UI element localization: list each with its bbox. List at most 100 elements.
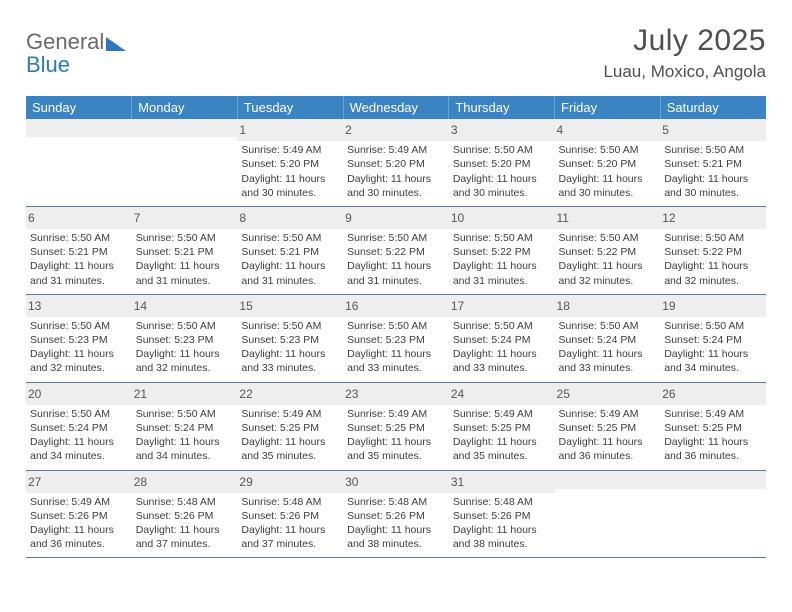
day-number: 10 — [449, 207, 555, 229]
cell-line: and 36 minutes. — [30, 537, 128, 551]
cell-lines: Sunrise: 5:49 AMSunset: 5:25 PMDaylight:… — [453, 407, 551, 464]
calendar-cell: 27Sunrise: 5:49 AMSunset: 5:26 PMDayligh… — [26, 470, 132, 558]
day-number: 12 — [660, 207, 766, 229]
cell-line: Sunrise: 5:50 AM — [30, 407, 128, 421]
day-number: 18 — [555, 295, 661, 317]
day-number: 31 — [449, 471, 555, 493]
cell-line: Sunset: 5:20 PM — [241, 157, 339, 171]
cell-line: Daylight: 11 hours — [559, 172, 657, 186]
cell-lines: Sunrise: 5:49 AMSunset: 5:20 PMDaylight:… — [347, 143, 445, 200]
cell-line: Sunrise: 5:50 AM — [453, 231, 551, 245]
cell-line: Sunset: 5:25 PM — [453, 421, 551, 435]
cell-line: Daylight: 11 hours — [30, 347, 128, 361]
cell-line: Sunrise: 5:49 AM — [664, 407, 762, 421]
day-number: 6 — [26, 207, 132, 229]
calendar-table: Sunday Monday Tuesday Wednesday Thursday… — [26, 96, 766, 558]
cell-lines: Sunrise: 5:50 AMSunset: 5:24 PMDaylight:… — [559, 319, 657, 376]
calendar-cell: 18Sunrise: 5:50 AMSunset: 5:24 PMDayligh… — [555, 294, 661, 382]
cell-line: Sunset: 5:24 PM — [136, 421, 234, 435]
calendar-week-row: 27Sunrise: 5:49 AMSunset: 5:26 PMDayligh… — [26, 470, 766, 558]
dayhead-tuesday: Tuesday — [237, 96, 343, 119]
dayhead-friday: Friday — [555, 96, 661, 119]
cell-line: Daylight: 11 hours — [453, 435, 551, 449]
day-number: 20 — [26, 383, 132, 405]
day-number: 2 — [343, 119, 449, 141]
cell-line: Sunrise: 5:50 AM — [241, 231, 339, 245]
cell-line: Daylight: 11 hours — [136, 259, 234, 273]
cell-line: Sunrise: 5:50 AM — [241, 319, 339, 333]
calendar-cell: 20Sunrise: 5:50 AMSunset: 5:24 PMDayligh… — [26, 382, 132, 470]
cell-line: and 32 minutes. — [664, 274, 762, 288]
calendar-cell: 22Sunrise: 5:49 AMSunset: 5:25 PMDayligh… — [237, 382, 343, 470]
calendar-cell: 25Sunrise: 5:49 AMSunset: 5:25 PMDayligh… — [555, 382, 661, 470]
cell-line: Sunrise: 5:50 AM — [453, 319, 551, 333]
cell-line: and 31 minutes. — [30, 274, 128, 288]
cell-lines: Sunrise: 5:49 AMSunset: 5:26 PMDaylight:… — [30, 495, 128, 552]
cell-line: Sunset: 5:23 PM — [347, 333, 445, 347]
calendar-cell: 15Sunrise: 5:50 AMSunset: 5:23 PMDayligh… — [237, 294, 343, 382]
day-number: 27 — [26, 471, 132, 493]
cell-line: Sunrise: 5:49 AM — [347, 407, 445, 421]
cell-line: Daylight: 11 hours — [241, 523, 339, 537]
cell-line: and 33 minutes. — [241, 361, 339, 375]
calendar-cell — [132, 119, 238, 206]
page-title: July 2025 — [603, 24, 766, 58]
cell-line: and 38 minutes. — [453, 537, 551, 551]
cell-line: Sunrise: 5:49 AM — [30, 495, 128, 509]
cell-line: Sunrise: 5:50 AM — [136, 407, 234, 421]
cell-line: Daylight: 11 hours — [453, 172, 551, 186]
calendar-cell: 19Sunrise: 5:50 AMSunset: 5:24 PMDayligh… — [660, 294, 766, 382]
day-number — [660, 471, 766, 489]
cell-line: Sunrise: 5:50 AM — [559, 231, 657, 245]
cell-line: Sunset: 5:26 PM — [136, 509, 234, 523]
cell-line: and 33 minutes. — [347, 361, 445, 375]
cell-lines: Sunrise: 5:50 AMSunset: 5:20 PMDaylight:… — [453, 143, 551, 200]
cell-line: Sunset: 5:25 PM — [347, 421, 445, 435]
cell-line: Sunrise: 5:49 AM — [241, 407, 339, 421]
cell-line: and 35 minutes. — [241, 449, 339, 463]
cell-line: Sunset: 5:24 PM — [30, 421, 128, 435]
day-number: 22 — [237, 383, 343, 405]
calendar-cell: 23Sunrise: 5:49 AMSunset: 5:25 PMDayligh… — [343, 382, 449, 470]
calendar-cell: 21Sunrise: 5:50 AMSunset: 5:24 PMDayligh… — [132, 382, 238, 470]
cell-line: Sunset: 5:21 PM — [241, 245, 339, 259]
cell-line: and 34 minutes. — [30, 449, 128, 463]
cell-line: Sunrise: 5:50 AM — [664, 143, 762, 157]
cell-line: and 37 minutes. — [136, 537, 234, 551]
cell-line: and 37 minutes. — [241, 537, 339, 551]
cell-line: Sunrise: 5:50 AM — [136, 231, 234, 245]
cell-lines: Sunrise: 5:48 AMSunset: 5:26 PMDaylight:… — [241, 495, 339, 552]
cell-line: Sunrise: 5:49 AM — [241, 143, 339, 157]
cell-lines: Sunrise: 5:50 AMSunset: 5:22 PMDaylight:… — [453, 231, 551, 288]
cell-line: Daylight: 11 hours — [664, 347, 762, 361]
cell-line: Sunset: 5:23 PM — [136, 333, 234, 347]
cell-line: Sunset: 5:24 PM — [453, 333, 551, 347]
cell-line: Daylight: 11 hours — [664, 172, 762, 186]
cell-line: Sunrise: 5:50 AM — [664, 231, 762, 245]
calendar-cell: 29Sunrise: 5:48 AMSunset: 5:26 PMDayligh… — [237, 470, 343, 558]
day-number: 14 — [132, 295, 238, 317]
cell-line: and 31 minutes. — [136, 274, 234, 288]
cell-line: Daylight: 11 hours — [241, 172, 339, 186]
calendar-cell: 2Sunrise: 5:49 AMSunset: 5:20 PMDaylight… — [343, 119, 449, 206]
cell-line: Sunrise: 5:50 AM — [559, 143, 657, 157]
calendar-cell: 12Sunrise: 5:50 AMSunset: 5:22 PMDayligh… — [660, 206, 766, 294]
day-number: 19 — [660, 295, 766, 317]
dayhead-monday: Monday — [132, 96, 238, 119]
day-number: 24 — [449, 383, 555, 405]
cell-line: Daylight: 11 hours — [136, 523, 234, 537]
calendar-cell — [26, 119, 132, 206]
calendar-cell: 13Sunrise: 5:50 AMSunset: 5:23 PMDayligh… — [26, 294, 132, 382]
cell-line: Sunrise: 5:50 AM — [30, 319, 128, 333]
cell-line: Sunrise: 5:48 AM — [347, 495, 445, 509]
calendar-cell: 26Sunrise: 5:49 AMSunset: 5:25 PMDayligh… — [660, 382, 766, 470]
calendar-cell: 1Sunrise: 5:49 AMSunset: 5:20 PMDaylight… — [237, 119, 343, 206]
day-number: 3 — [449, 119, 555, 141]
dayhead-wednesday: Wednesday — [343, 96, 449, 119]
day-number: 21 — [132, 383, 238, 405]
cell-lines: Sunrise: 5:50 AMSunset: 5:21 PMDaylight:… — [664, 143, 762, 200]
cell-lines: Sunrise: 5:50 AMSunset: 5:22 PMDaylight:… — [664, 231, 762, 288]
cell-lines: Sunrise: 5:48 AMSunset: 5:26 PMDaylight:… — [453, 495, 551, 552]
day-number: 11 — [555, 207, 661, 229]
cell-line: and 34 minutes. — [136, 449, 234, 463]
